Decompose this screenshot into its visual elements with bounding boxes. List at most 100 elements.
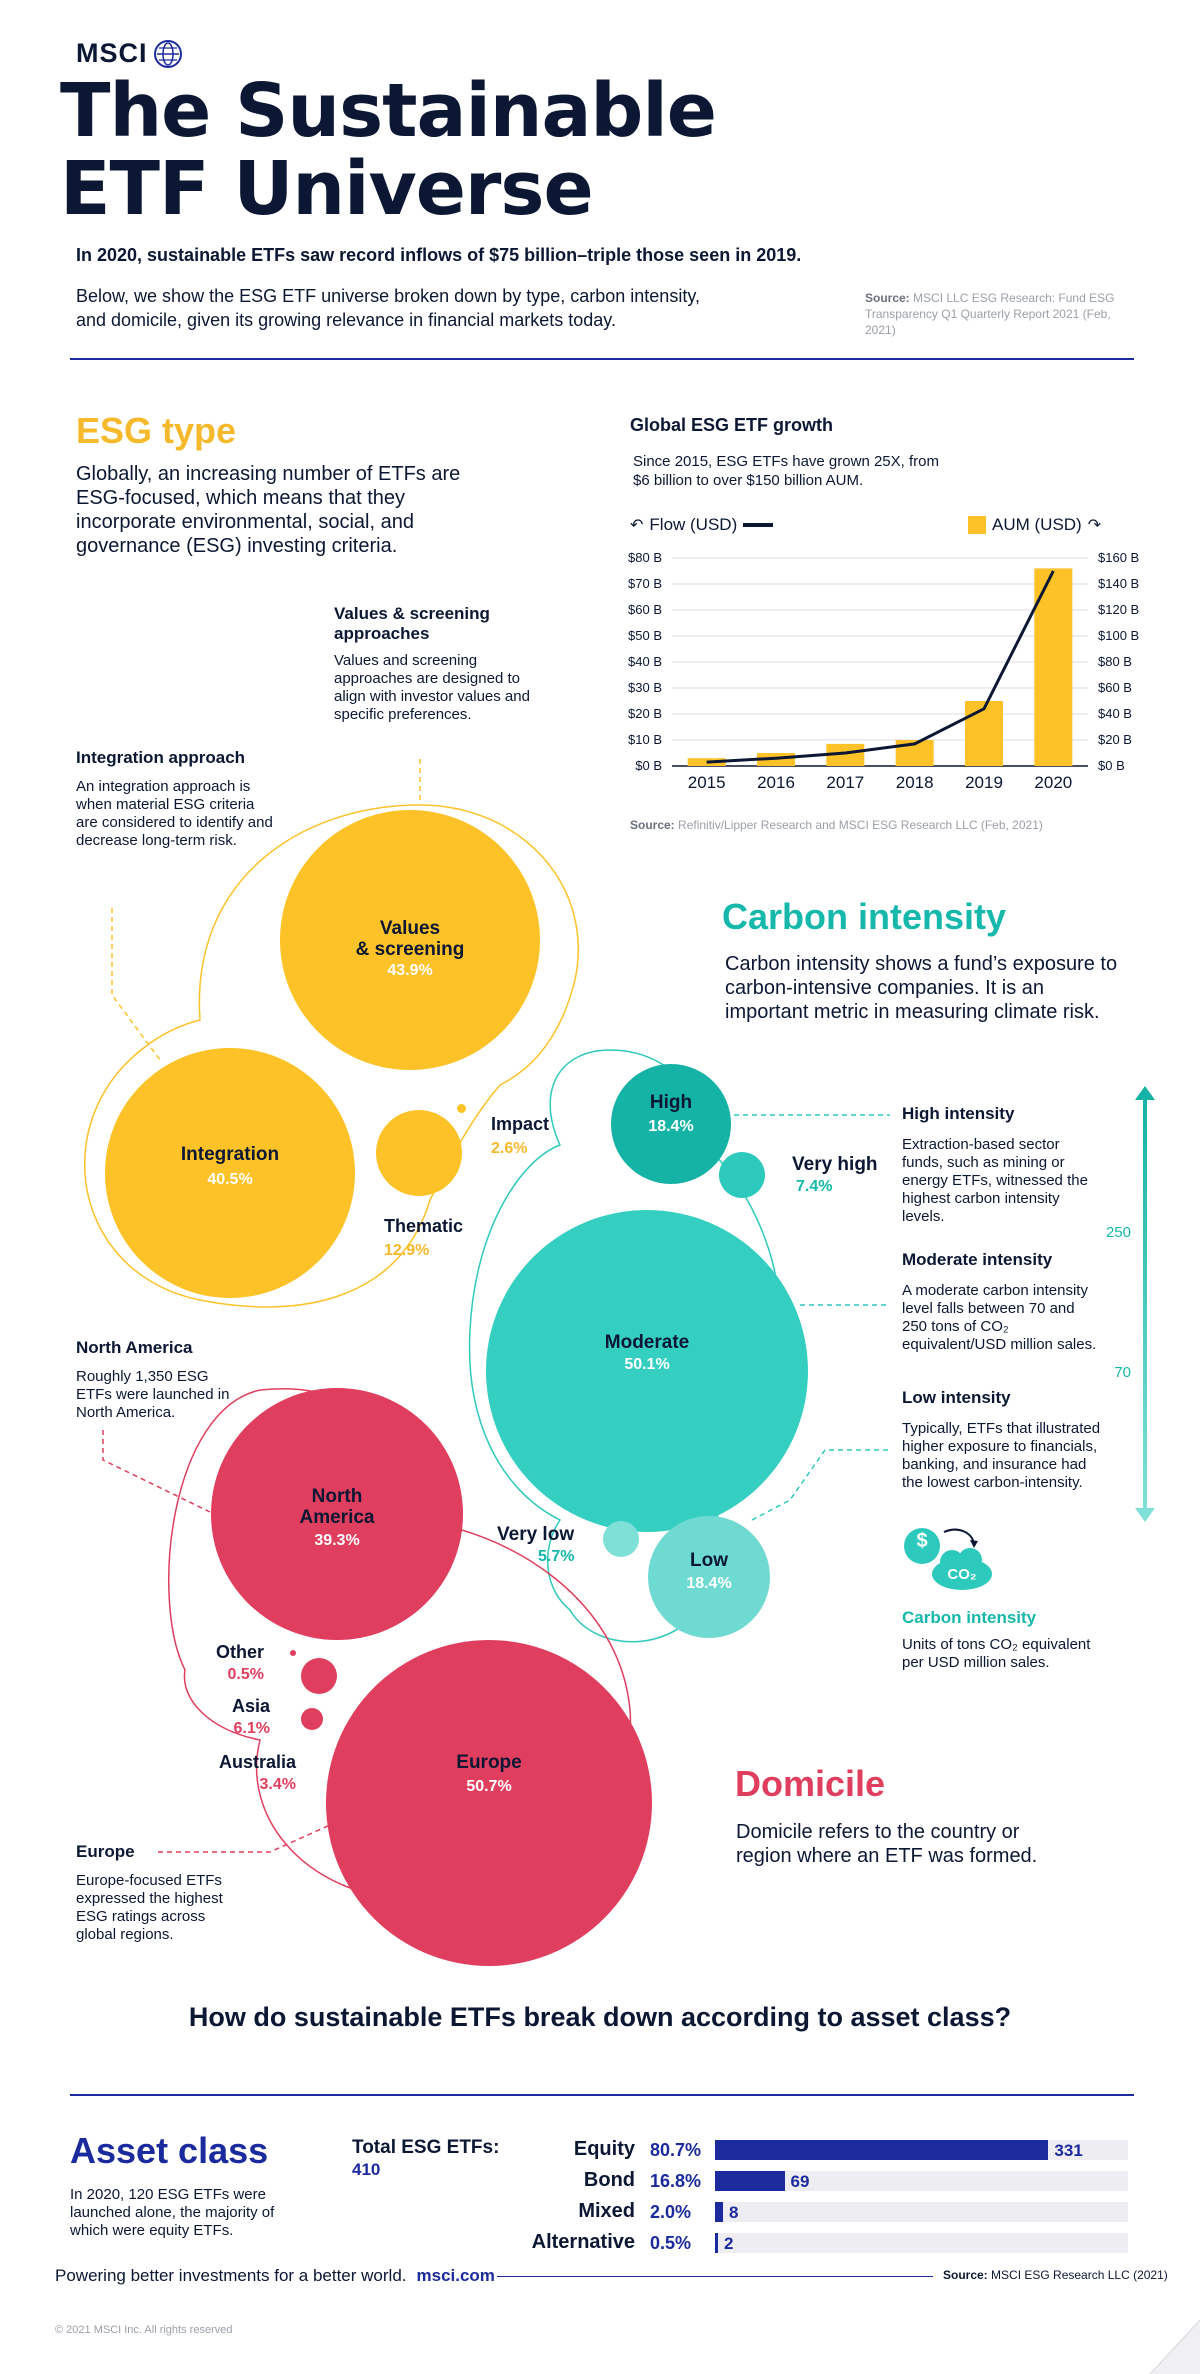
intro-headline: In 2020, sustainable ETFs saw record inf…: [76, 245, 802, 265]
bubble-north-america: [211, 1388, 463, 1640]
eu-note: Europe Europe-focused ETFs expressed the…: [76, 1842, 246, 1944]
bubble-moderate-pct: 50.1%: [624, 1356, 670, 1373]
asset-name: Alternative: [531, 2231, 635, 2253]
asset-row-equity: Equity 80.7% 331: [520, 2138, 1130, 2162]
asset-count: 331: [1054, 2141, 1083, 2160]
x-tick-label: 2017: [826, 773, 864, 792]
asia-pct: 6.1%: [233, 1720, 270, 1737]
growth-chart: $0 B $0 B $10 B $20 B $20 B $40 B $30 B $60 B $4…: [628, 550, 1139, 792]
intro-source-text: MSCI LLC ESG Research: Fund ESG Transpar…: [865, 291, 1115, 337]
asset-name: Bond: [583, 2169, 635, 2191]
note-high-title: High intensity: [902, 1104, 1015, 1123]
left-tick-label: $50 B: [628, 628, 662, 643]
page-title: The Sustainable ETF Universe: [60, 68, 717, 228]
carbon-description: Carbon intensity shows a fund’s exposure…: [725, 953, 1118, 1023]
co2-dollar-icon: [904, 1528, 992, 1590]
asset-pct: 80.7%: [650, 2140, 702, 2160]
asset-name: Equity: [573, 2138, 635, 2160]
brand-logo: MSCI: [76, 38, 182, 69]
co2-glyph: CO₂: [947, 1566, 977, 1583]
asset-pct: 2.0%: [650, 2202, 692, 2222]
asia-label: Asia: [231, 1696, 270, 1716]
impact-pct: 2.6%: [491, 1140, 528, 1157]
arrow-right-icon: ↷: [1087, 517, 1102, 534]
asset-class-description: In 2020, 120 ESG ETFs were launched alon…: [70, 2186, 275, 2239]
asset-pct: 0.5%: [650, 2233, 692, 2253]
very-low-pct: 5.7%: [538, 1548, 575, 1565]
very-high-label: Very high: [792, 1154, 878, 1175]
esg-type-description: Globally, an increasing number of ETFs a…: [76, 463, 461, 557]
legend-aum-swatch: [968, 516, 986, 534]
bubble-thematic: [376, 1110, 462, 1196]
bubble-na-label: North America: [299, 1486, 375, 1528]
asset-row-bond: Bond 16.8% 69: [520, 2169, 1130, 2193]
bubble-high-label: High: [649, 1092, 693, 1113]
right-tick-label: $0 B: [1098, 758, 1125, 773]
integration-note: Integration approach An integration appr…: [76, 748, 276, 850]
right-tick-label: $40 B: [1098, 706, 1132, 721]
footer-tagline: Powering better investments for a better…: [55, 2266, 407, 2285]
integration-note-text: An integration approach is when material…: [76, 778, 273, 849]
note-high-text: Extraction-based sector funds, such as m…: [902, 1136, 1088, 1225]
x-tick-label: 2018: [896, 773, 934, 792]
note-high: High intensity Extraction-based sector f…: [902, 1104, 1102, 1226]
very-high-pct: 7.4%: [796, 1178, 833, 1195]
right-tick-label: $140 B: [1098, 576, 1139, 591]
values-note: Values & screening approaches Values and…: [334, 604, 554, 724]
australia-pct: 3.4%: [259, 1776, 296, 1793]
growth-chart-source: Source: Refinitiv/Lipper Research and MS…: [630, 818, 1043, 832]
total-etfs-value: 410: [352, 2160, 381, 2179]
left-tick-label: $30 B: [628, 680, 662, 695]
note-low: Low intensity Typically, ETFs that illus…: [902, 1388, 1102, 1492]
asset-class-heading: Asset class: [70, 2130, 269, 2171]
footer-rule: [497, 2276, 933, 2277]
asset-row-mixed: Mixed 2.0% 8: [520, 2200, 1130, 2224]
bubble-europe: [326, 1640, 652, 1966]
left-tick-label: $10 B: [628, 732, 662, 747]
aum-bar: [1034, 568, 1073, 766]
bubble-low: [648, 1516, 770, 1638]
legend-aum-label: AUM (USD): [992, 515, 1082, 534]
aum-bar: [965, 701, 1003, 766]
legend-aum: AUM (USD) ↷: [968, 515, 1101, 535]
left-tick-label: $60 B: [628, 602, 662, 617]
intro-source: Source: MSCI LLC ESG Research: Fund ESG …: [865, 290, 1135, 338]
footer-url-link[interactable]: msci.com: [416, 2266, 495, 2285]
dollar-glyph: $: [916, 1530, 928, 1552]
legend-flow: ↶ Flow (USD): [630, 515, 774, 535]
intro-source-label: Source:: [865, 291, 910, 305]
carbon-icon-text: Units of tons CO₂ equivalent per USD mil…: [902, 1636, 1091, 1671]
left-tick-label: $80 B: [628, 550, 662, 565]
carbon-bubbles-outline: [468, 1049, 890, 1643]
values-note-title: Values & screening approaches: [334, 604, 490, 643]
footer-tagline-row: Powering better investments for a better…: [55, 2266, 495, 2286]
bubble-integration-pct: 40.5%: [207, 1171, 253, 1188]
asset-track: 8: [715, 2202, 1128, 2222]
australia-label: Australia: [218, 1752, 296, 1772]
right-tick-label: $120 B: [1098, 602, 1139, 617]
na-note-text: Roughly 1,350 ESG ETFs were launched in …: [76, 1368, 230, 1421]
very-low-label: Very low: [497, 1524, 575, 1545]
bubble-na-pct: 39.3%: [314, 1532, 360, 1549]
brand-name: MSCI: [76, 38, 148, 68]
footer-source-label: Source:: [943, 2268, 988, 2282]
total-etfs-label: Total ESG ETFs:: [352, 2137, 500, 2158]
bubble-moderate-label: Moderate: [604, 1332, 690, 1353]
na-note-title: North America: [76, 1338, 193, 1357]
scale-70-label: 70: [1103, 1364, 1131, 1381]
right-tick-label: $160 B: [1098, 550, 1139, 565]
asset-count: 8: [729, 2203, 739, 2222]
page-curl-corner: [1150, 2320, 1200, 2374]
legend-flow-label: Flow (USD): [649, 515, 738, 534]
footer-source: Source: MSCI ESG Research LLC (2021): [943, 2268, 1168, 2282]
asset-track: 331: [715, 2140, 1128, 2160]
bubble-high: [611, 1064, 731, 1184]
note-moderate-title: Moderate intensity: [902, 1250, 1053, 1269]
other-label: Other: [215, 1642, 264, 1662]
asset-bar: [715, 2140, 1049, 2160]
footer-copyright: © 2021 MSCI Inc. All rights reserved: [55, 2324, 233, 2336]
asset-bar: [715, 2202, 724, 2222]
asset-bar: [715, 2171, 785, 2191]
right-tick-label: $80 B: [1098, 654, 1132, 669]
title-line-1: The Sustainable: [60, 68, 717, 154]
